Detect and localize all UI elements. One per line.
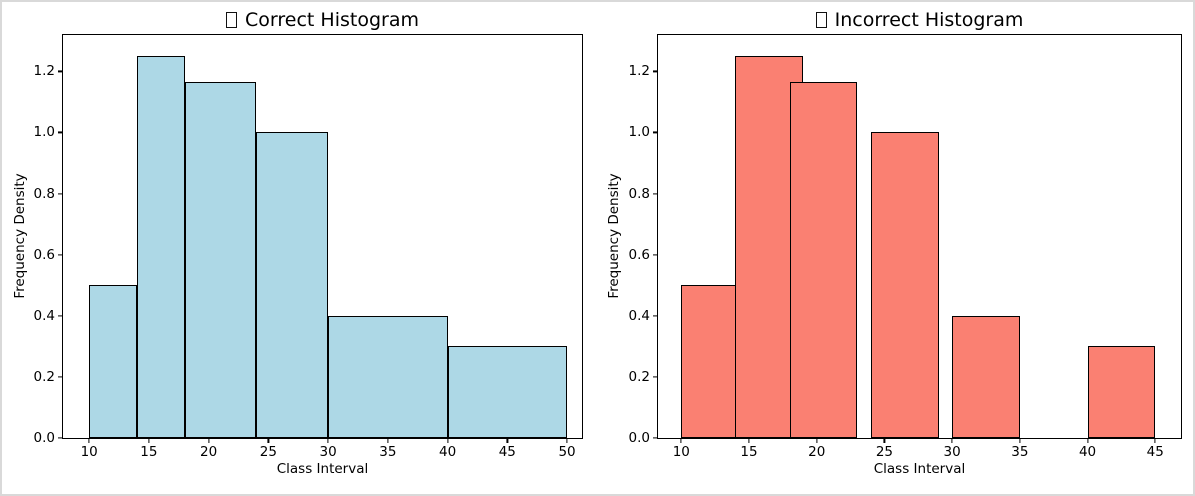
x-tick-label: 10	[80, 444, 98, 460]
y-tick-mark	[653, 192, 658, 195]
histogram-bar	[136, 56, 185, 438]
y-tick-label: 0.8	[628, 185, 650, 202]
x-tick-label: 25	[875, 444, 894, 460]
x-tick-label: 45	[498, 444, 516, 460]
histogram-bar	[256, 132, 329, 438]
x-tick-mark	[208, 438, 210, 443]
y-tick-label: 0.6	[628, 246, 650, 263]
chart-title-incorrect: Incorrect Histogram	[657, 8, 1182, 32]
x-tick-label: 15	[740, 444, 758, 460]
x-axis-label: Class Interval	[276, 461, 369, 477]
x-tick-mark	[748, 438, 750, 443]
histogram-bar	[184, 81, 257, 438]
chart-title-text: Incorrect Histogram	[834, 9, 1024, 31]
x-tick-mark	[267, 438, 269, 443]
y-axis-label: Frequency Density	[12, 173, 28, 299]
histogram-bar	[870, 132, 939, 438]
chart-title-correct: Correct Histogram	[62, 8, 583, 32]
y-tick-label: 1.0	[628, 124, 650, 141]
x-tick-label: 20	[200, 444, 218, 460]
y-tick-mark	[58, 437, 63, 439]
chart-title-text: Correct Histogram	[245, 9, 419, 31]
x-tick-label: 45	[1146, 444, 1164, 460]
x-tick-label: 40	[1078, 444, 1097, 460]
x-tick-label: 10	[672, 444, 690, 460]
missing-glyph-icon	[815, 12, 827, 28]
y-tick-mark	[653, 254, 658, 256]
x-tick-mark	[327, 438, 329, 443]
x-tick-label: 15	[140, 444, 158, 460]
x-tick-label: 20	[808, 444, 826, 460]
x-tick-label: 30	[319, 444, 337, 460]
histogram-bar	[952, 315, 1020, 438]
y-tick-label: 1.0	[33, 124, 55, 141]
y-tick-mark	[58, 70, 63, 72]
y-tick-mark	[58, 315, 63, 317]
x-tick-mark	[88, 438, 90, 443]
histogram-bar	[328, 315, 448, 438]
histogram-bar	[789, 81, 858, 438]
x-tick-mark	[951, 438, 953, 443]
y-tick-mark	[653, 131, 658, 134]
y-tick-label: 1.2	[33, 63, 55, 80]
x-tick-mark	[1154, 438, 1156, 443]
x-tick-label: 35	[379, 444, 397, 460]
y-tick-label: 0.0	[628, 430, 650, 446]
y-axis-label: Frequency Density	[606, 173, 622, 299]
x-tick-mark	[1086, 438, 1089, 443]
plot-area-incorrect: 10 15 20 25 30 35 40 45 0.0 0.2 0.4 0.6 0.8 1.0 1.2	[629, 34, 1182, 459]
x-tick-mark	[566, 438, 568, 443]
y-tick-label: 1.2	[628, 63, 650, 80]
x-tick-mark	[680, 438, 682, 443]
y-tick-label: 0.2	[33, 368, 55, 385]
y-tick-label: 0.4	[628, 307, 650, 324]
y-tick-mark	[58, 131, 63, 134]
y-tick-mark	[653, 315, 658, 317]
histogram-bar	[447, 346, 568, 438]
x-tick-label: 50	[558, 444, 576, 460]
y-tick-mark	[58, 376, 63, 378]
x-tick-label: 30	[943, 444, 961, 460]
histogram-bar	[1087, 346, 1156, 438]
x-tick-mark	[148, 438, 150, 443]
y-tick-mark	[653, 376, 658, 378]
x-tick-mark	[883, 438, 886, 443]
y-tick-label: 0.0	[33, 430, 55, 446]
x-tick-mark	[816, 438, 818, 443]
y-tick-mark	[653, 70, 658, 72]
x-axis-label: Class Interval	[873, 461, 966, 477]
x-tick-mark	[506, 438, 508, 443]
y-tick-mark	[58, 192, 63, 195]
x-tick-mark	[387, 438, 389, 443]
x-tick-mark	[446, 438, 449, 443]
histogram-bar	[89, 285, 137, 438]
plot-area-correct: 10 15 20 25 30 35 40 45 50 0.0 0.2 0.4 0.6 0.8 1.0 1.2	[34, 34, 583, 459]
x-tick-label: 40	[438, 444, 457, 460]
y-tick-mark	[653, 437, 658, 439]
x-tick-label: 35	[1011, 444, 1029, 460]
x-tick-label: 25	[259, 444, 277, 460]
y-tick-label: 0.8	[33, 185, 55, 202]
missing-glyph-icon	[226, 12, 238, 28]
y-tick-mark	[58, 254, 63, 256]
y-tick-label: 0.6	[33, 246, 55, 263]
x-tick-mark	[1019, 438, 1021, 443]
y-tick-label: 0.2	[628, 368, 650, 385]
y-tick-label: 0.4	[33, 307, 55, 324]
